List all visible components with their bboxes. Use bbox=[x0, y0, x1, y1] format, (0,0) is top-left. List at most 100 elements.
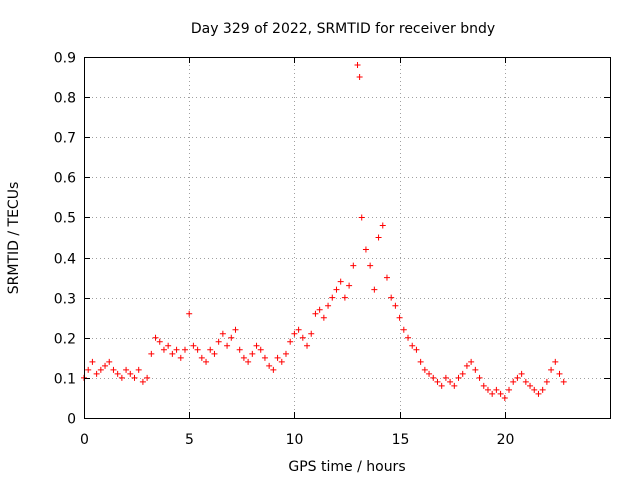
data-point bbox=[207, 346, 214, 353]
data-point bbox=[337, 278, 344, 285]
data-point bbox=[371, 286, 378, 293]
data-point bbox=[312, 310, 319, 317]
data-point bbox=[93, 370, 100, 377]
data-point bbox=[484, 386, 491, 393]
data-point bbox=[329, 294, 336, 301]
data-point bbox=[177, 354, 184, 361]
data-point bbox=[447, 378, 454, 385]
data-point bbox=[522, 378, 529, 385]
data-point bbox=[527, 382, 534, 389]
data-point bbox=[413, 346, 420, 353]
data-point bbox=[316, 306, 323, 313]
data-point bbox=[548, 366, 555, 373]
data-point bbox=[144, 374, 151, 381]
data-point bbox=[160, 346, 167, 353]
data-point bbox=[392, 302, 399, 309]
data-point bbox=[190, 342, 197, 349]
data-point bbox=[97, 366, 104, 373]
y-tick-label: 0.9 bbox=[54, 51, 76, 67]
data-point bbox=[118, 374, 125, 381]
data-point bbox=[304, 342, 311, 349]
data-point bbox=[506, 386, 513, 393]
data-point bbox=[438, 382, 445, 389]
data-point bbox=[299, 334, 306, 341]
data-point bbox=[388, 294, 395, 301]
data-point bbox=[535, 390, 542, 397]
x-tick-label: 15 bbox=[392, 432, 410, 448]
data-point bbox=[131, 374, 138, 381]
data-point bbox=[383, 274, 390, 281]
data-point bbox=[114, 370, 121, 377]
data-point bbox=[219, 330, 226, 337]
x-tick-label: 0 bbox=[80, 432, 89, 448]
data-point bbox=[543, 378, 550, 385]
data-point bbox=[278, 358, 285, 365]
data-point bbox=[489, 390, 496, 397]
data-point bbox=[379, 222, 386, 229]
data-point bbox=[156, 338, 163, 345]
data-point bbox=[367, 262, 374, 269]
data-point bbox=[400, 326, 407, 333]
plot-frame bbox=[84, 57, 611, 419]
data-point bbox=[493, 386, 500, 393]
y-tick-label: 0.2 bbox=[54, 332, 76, 348]
data-point bbox=[249, 350, 256, 357]
data-point bbox=[211, 350, 218, 357]
data-point bbox=[421, 366, 428, 373]
x-tick-label: 10 bbox=[286, 432, 304, 448]
data-point bbox=[245, 358, 252, 365]
x-tick-label: 20 bbox=[497, 432, 515, 448]
data-point bbox=[320, 314, 327, 321]
data-point bbox=[203, 358, 210, 365]
data-point bbox=[417, 358, 424, 365]
data-point bbox=[531, 386, 538, 393]
grid-layer bbox=[84, 57, 610, 418]
data-point bbox=[236, 346, 243, 353]
y-tick-label: 0.1 bbox=[54, 372, 76, 388]
data-point bbox=[451, 382, 458, 389]
data-point bbox=[426, 370, 433, 377]
data-point bbox=[501, 394, 508, 401]
data-point bbox=[266, 362, 273, 369]
data-point bbox=[442, 374, 449, 381]
data-point bbox=[165, 342, 172, 349]
data-point bbox=[240, 354, 247, 361]
data-point bbox=[510, 378, 517, 385]
data-layer bbox=[81, 62, 567, 401]
data-point bbox=[560, 378, 567, 385]
data-point bbox=[362, 246, 369, 253]
data-point bbox=[497, 390, 504, 397]
data-point bbox=[354, 62, 361, 69]
data-point bbox=[194, 346, 201, 353]
y-tick-label: 0.6 bbox=[54, 171, 76, 187]
data-point bbox=[472, 366, 479, 373]
data-point bbox=[224, 342, 231, 349]
y-tick-label: 0.7 bbox=[54, 131, 76, 147]
data-point bbox=[282, 350, 289, 357]
data-point bbox=[308, 330, 315, 337]
x-axis-title: GPS time / hours bbox=[288, 459, 405, 475]
data-point bbox=[341, 294, 348, 301]
data-point bbox=[459, 370, 466, 377]
data-point bbox=[152, 334, 159, 341]
data-point bbox=[253, 342, 260, 349]
x-tick-label: 5 bbox=[185, 432, 194, 448]
data-point bbox=[518, 370, 525, 377]
y-tick-label: 0.4 bbox=[54, 252, 76, 268]
data-point bbox=[346, 282, 353, 289]
data-point bbox=[228, 334, 235, 341]
data-point bbox=[468, 358, 475, 365]
y-tick-label: 0.8 bbox=[54, 91, 76, 107]
data-point bbox=[556, 370, 563, 377]
y-tick-label: 0.5 bbox=[54, 211, 76, 227]
data-point bbox=[409, 342, 416, 349]
data-point bbox=[480, 382, 487, 389]
data-point bbox=[463, 362, 470, 369]
data-point bbox=[287, 338, 294, 345]
data-point bbox=[102, 362, 109, 369]
data-point bbox=[552, 358, 559, 365]
data-point bbox=[257, 346, 264, 353]
data-point bbox=[232, 326, 239, 333]
data-point bbox=[89, 358, 96, 365]
